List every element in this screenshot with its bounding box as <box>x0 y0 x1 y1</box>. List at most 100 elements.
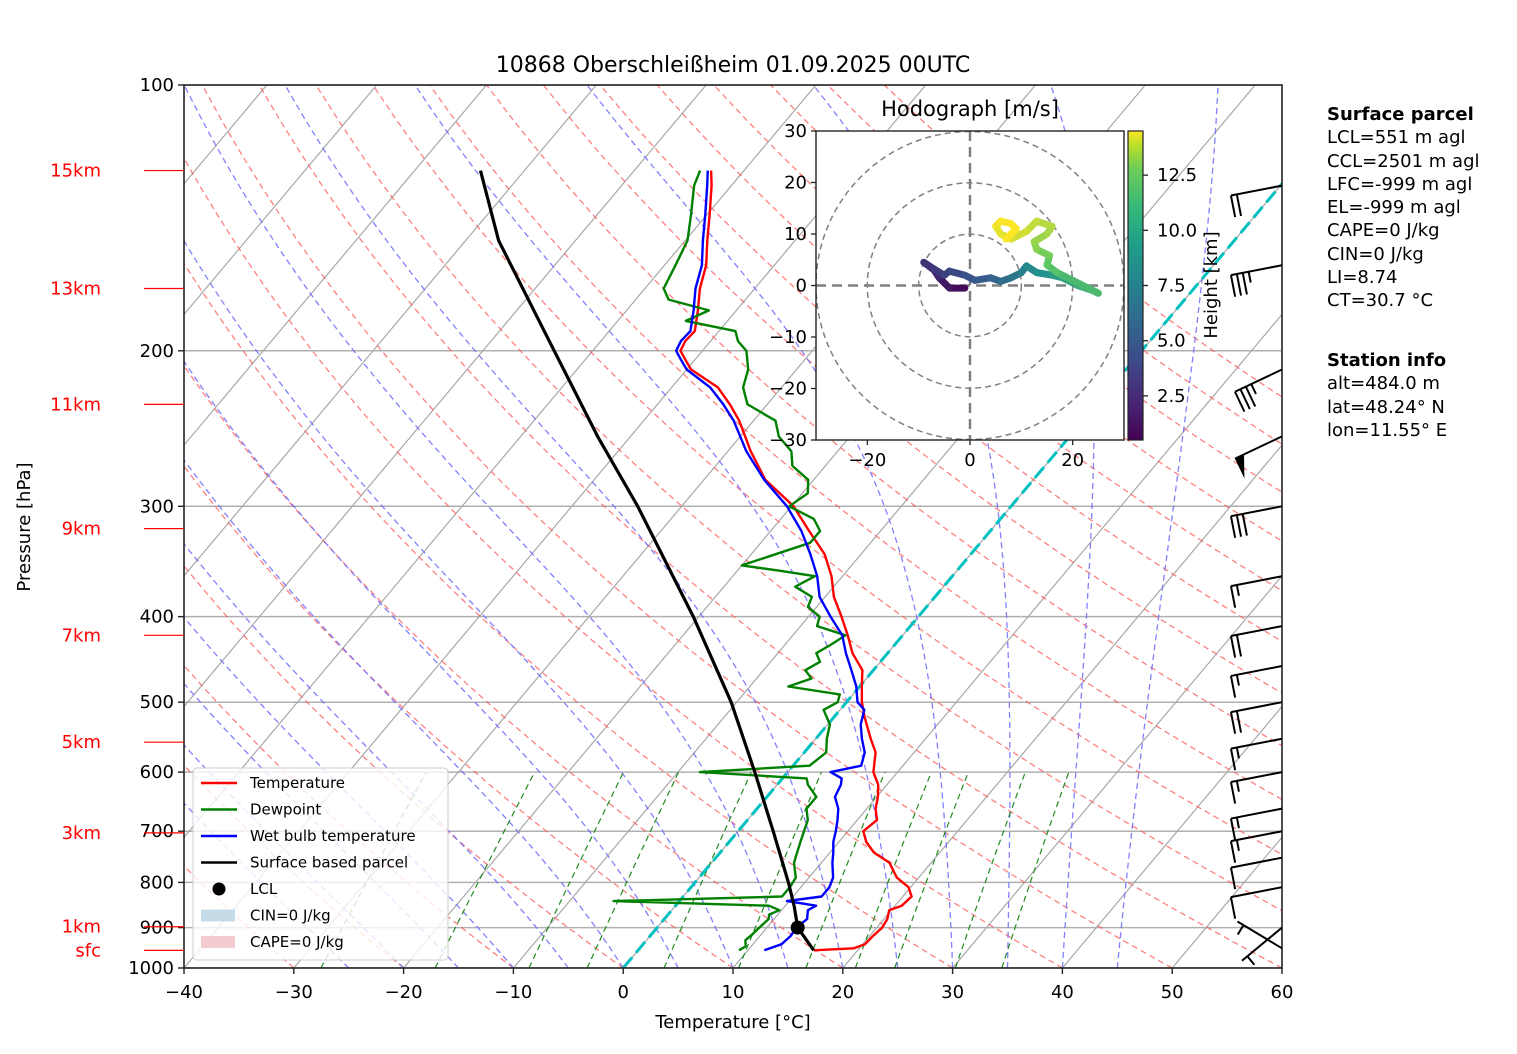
wind-barb-full <box>1234 391 1246 413</box>
x-tick-label: 0 <box>617 982 628 1003</box>
height-marker-label: 7km <box>62 625 101 646</box>
dry-adiabat <box>184 465 734 968</box>
dry-adiabat <box>184 262 953 968</box>
wind-barb-shaft <box>1230 184 1283 197</box>
x-tick-label: 60 <box>1271 982 1294 1003</box>
x-axis-label: Temperature [°C] <box>654 1012 810 1033</box>
height-marker-label: 1km <box>62 917 101 938</box>
moist-adiabat <box>1116 85 1219 968</box>
y-tick-label: 500 <box>140 692 174 713</box>
hodograph-trace <box>920 217 1102 297</box>
dry-adiabat <box>315 85 1282 912</box>
x-tick-label: 20 <box>831 982 854 1003</box>
y-tick-label: 700 <box>140 821 174 842</box>
x-tick-label: 30 <box>941 982 964 1003</box>
colorbar-tick-label: 7.5 <box>1157 276 1186 297</box>
wind-barb-shaft <box>1230 625 1283 637</box>
wind-barb-full <box>1235 514 1243 537</box>
hodograph-y-tick-label: −20 <box>769 379 807 400</box>
station-lat: lat=48.24° N <box>1327 396 1445 418</box>
legend-swatch <box>201 936 235 948</box>
hodograph-segment <box>1053 269 1102 297</box>
mixing-ratio-line <box>434 771 536 968</box>
dry-adiabat <box>827 85 1282 445</box>
series-surface-based-parcel <box>478 170 816 952</box>
legend: Temperature Dewpoint Wet bulb temperature S… <box>192 767 449 961</box>
hodograph: Hodograph [m/s] −20 0 20 30 20 10 0 −10 −20 −30 2… <box>769 97 1222 471</box>
wind-barb-full <box>1229 867 1237 890</box>
chart-title: 10868 Oberschleißheim 01.09.2025 00UTC <box>496 53 971 78</box>
isotherm <box>732 313 1282 968</box>
hodograph-x-tick-label: −20 <box>848 450 886 471</box>
wind-barb-full <box>1241 513 1248 536</box>
wind-barb-full <box>1229 781 1237 804</box>
hodograph-y-tick-label: −10 <box>769 327 807 348</box>
wind-barb-shaft <box>1236 920 1283 950</box>
series-temperature <box>679 170 913 952</box>
legend-swatch <box>201 909 235 922</box>
legend-label: Surface based parcel <box>250 854 408 872</box>
wind-barb-full <box>1229 748 1237 771</box>
x-tick-label: 50 <box>1161 982 1184 1003</box>
moist-adiabat <box>284 85 844 968</box>
series-wet-bulb-temperature <box>674 170 866 952</box>
colorbar-tick-label: 2.5 <box>1157 386 1186 407</box>
wind-barb-full <box>1239 388 1251 410</box>
wind-barb-half <box>1235 780 1240 792</box>
x-tick-label: −40 <box>165 982 203 1003</box>
wind-barb-shaft <box>1230 264 1283 277</box>
wind-barb-half <box>1235 747 1240 759</box>
height-marker-label: sfc <box>75 940 101 961</box>
wind-barb-full <box>1235 710 1243 733</box>
wind-barb-full <box>1229 585 1237 608</box>
wind-barb-shaft <box>1230 701 1283 714</box>
legend-label: Temperature <box>249 774 345 792</box>
isotherm <box>184 85 487 447</box>
mixing-ratio-line <box>805 771 886 968</box>
isotherm <box>952 574 1282 968</box>
y-tick-label: 900 <box>140 918 174 939</box>
wind-barb-full <box>1229 711 1237 734</box>
x-tick-label: 10 <box>722 982 745 1003</box>
wind-barb-shaft <box>1230 807 1283 820</box>
legend-label: Dewpoint <box>250 801 321 819</box>
colorbar-ticks: 2.5 5.0 7.5 10.0 12.5 <box>1143 165 1197 407</box>
y-tick-label: 300 <box>140 496 174 517</box>
hodograph-ticks: −20 0 20 30 20 10 0 −10 −20 −30 <box>769 121 1084 471</box>
moist-adiabat <box>184 239 734 968</box>
height-marker-label: 5km <box>62 732 101 753</box>
y-tick-label: 1000 <box>128 958 174 979</box>
colorbar-tick-label: 10.0 <box>1157 220 1197 241</box>
colorbar-label: Height [km] <box>1201 231 1222 338</box>
dry-adiabat <box>258 85 1282 968</box>
parcel-lfc: LFC=-999 m agl <box>1327 173 1473 195</box>
wind-barb-full <box>1235 194 1243 217</box>
wind-barb-full <box>1229 675 1237 698</box>
dry-adiabat <box>201 85 1173 968</box>
wind-barb-full <box>1229 896 1237 919</box>
hodograph-y-tick-label: 20 <box>784 173 807 194</box>
wind-barb-full <box>1229 195 1237 218</box>
mixing-ratio-line <box>663 771 752 968</box>
hodograph-title: Hodograph [m/s] <box>881 97 1059 121</box>
wind-barb-half <box>1247 271 1252 283</box>
dry-adiabat <box>184 157 1063 968</box>
parcel-cin: CIN=0 J/kg <box>1327 243 1424 265</box>
station-lon: lon=11.55° E <box>1327 419 1448 441</box>
station-alt: alt=484.0 m <box>1327 373 1440 395</box>
x-tick-label: 40 <box>1051 982 1074 1003</box>
parcel-lcl: LCL=551 m agl <box>1327 127 1466 149</box>
wind-barb-shaft <box>1230 830 1283 843</box>
colorbar-tick-label: 12.5 <box>1157 165 1197 186</box>
parcel-cape: CAPE=0 J/kg <box>1327 220 1440 242</box>
wind-barb-half <box>1250 383 1257 395</box>
moist-adiabat <box>184 682 459 968</box>
colorbar-tick-label: 5.0 <box>1157 331 1186 352</box>
isotherm <box>842 444 1282 968</box>
legend-label: Wet bulb temperature <box>250 827 416 845</box>
wind-barb-shaft <box>1230 737 1283 750</box>
moist-adiabat <box>184 458 624 968</box>
x-tick-label: −20 <box>385 982 423 1003</box>
wind-barb-half <box>1235 839 1240 851</box>
